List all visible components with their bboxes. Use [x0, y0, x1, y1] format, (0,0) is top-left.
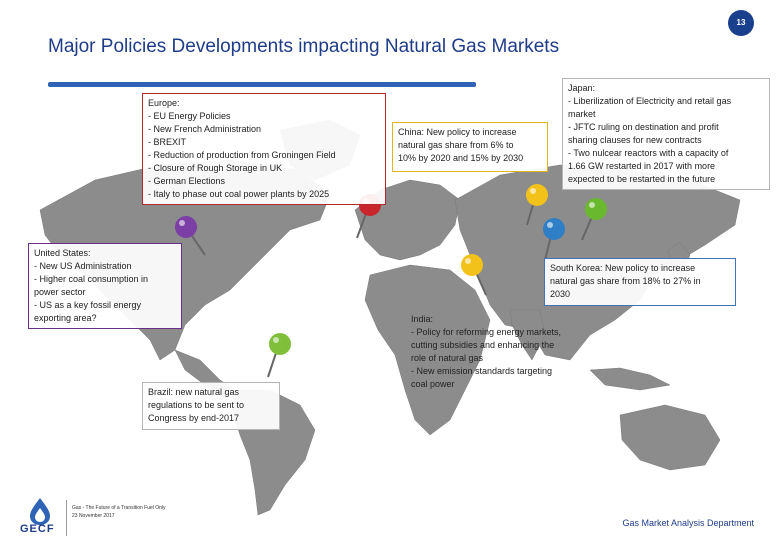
europe-line: - German Elections	[148, 176, 226, 186]
us-line: - US as a key fossil energy	[34, 300, 142, 310]
japan-policy-box: Japan: - Liberilization of Electricity a…	[562, 78, 770, 190]
footer-divider	[66, 500, 67, 536]
india-line: cutting subsidies and enhancing the	[411, 340, 555, 350]
logo-wordmark: GECF	[20, 523, 55, 535]
brazil-line: Congress by end-2017	[148, 413, 240, 423]
indonesia-shape	[589, 367, 671, 391]
gecf-logo-icon	[30, 498, 50, 525]
brazil-policy-box: Brazil: new natural gas regulations to b…	[142, 382, 280, 430]
us-line: - New US Administration	[34, 261, 132, 271]
south-korea-policy-box: South Korea: New policy to increase natu…	[544, 258, 736, 306]
japan-line: - JFTC ruling on destination and profit	[568, 122, 719, 132]
pin-japan	[581, 198, 607, 241]
europe-line: - Italy to phase out coal power plants b…	[148, 189, 330, 199]
us-line: power sector	[34, 287, 86, 297]
footer-event-line: Gas - The Future of a Transition Fuel On…	[72, 505, 166, 511]
japan-line: Japan:	[568, 83, 596, 93]
footer-event-date: 23 November 2017	[72, 513, 115, 519]
us-line: - Higher coal consumption in	[34, 274, 149, 284]
pin-india	[461, 254, 487, 296]
europe-line: - Closure of Rough Storage in UK	[148, 163, 283, 173]
india-shape	[509, 309, 546, 361]
world-map	[39, 119, 741, 516]
europe-line: Europe:	[148, 98, 180, 108]
pin-us	[175, 216, 206, 256]
japan-line: - Liberilization of Electricity and reta…	[568, 96, 732, 106]
pin-south-korea	[543, 218, 565, 261]
japan-line: sharing clauses for new contracts	[568, 135, 702, 145]
page-number-badge: 13	[728, 10, 754, 36]
china-line: natural gas share from 6% to	[398, 140, 514, 150]
india-line: coal power	[411, 379, 455, 389]
department-label: Gas Market Analysis Department	[622, 518, 754, 528]
south-korea-line: natural gas share from 18% to 27% in	[550, 276, 701, 286]
footer-event-info: Gas - The Future of a Transition Fuel On…	[72, 504, 166, 520]
page-title: Major Policies Developments impacting Na…	[48, 36, 560, 57]
africa-shape	[364, 264, 491, 436]
europe-line: - New French Administration	[148, 124, 262, 134]
china-line: China: New policy to increase	[398, 127, 517, 137]
pin-brazil	[267, 333, 291, 378]
india-line: role of natural gas	[411, 353, 484, 363]
japan-line: 1.66 GW restarted in 2017 with more	[568, 161, 716, 171]
us-line: exporting area?	[34, 313, 97, 323]
india-policy-box: India: - Policy for reforming energy mar…	[406, 310, 602, 394]
brazil-line: Brazil: new natural gas	[148, 387, 240, 397]
japan-line: - Two nulcear reactors with a capacity o…	[568, 148, 729, 158]
india-line: India:	[411, 314, 434, 324]
south-korea-line: 2030	[550, 289, 571, 299]
india-line: - Policy for reforming energy markets,	[411, 327, 562, 337]
europe-line: - EU Energy Policies	[148, 111, 231, 121]
pin-china	[526, 184, 548, 226]
brazil-line: regulations to be sent to	[148, 400, 245, 410]
japan-line: expected to be restarted in the future	[568, 174, 716, 184]
china-policy-box: China: New policy to increase natural ga…	[392, 122, 548, 172]
japan-line: market	[568, 109, 596, 119]
south-korea-line: South Korea: New policy to increase	[550, 263, 696, 273]
title-underline	[48, 82, 476, 87]
china-line: 10% by 2020 and 15% by 2030	[398, 153, 524, 163]
australia-shape	[619, 404, 721, 471]
us-line: United States:	[34, 248, 91, 258]
europe-line: - Reduction of production from Groningen…	[148, 150, 336, 160]
india-line: - New emission standards targeting	[411, 366, 553, 376]
europe-line: - BREXIT	[148, 137, 187, 147]
united-states-policy-box: United States: - New US Administration -…	[28, 243, 182, 329]
europe-policy-box: Europe: - EU Energy Policies - New Frenc…	[142, 93, 386, 205]
